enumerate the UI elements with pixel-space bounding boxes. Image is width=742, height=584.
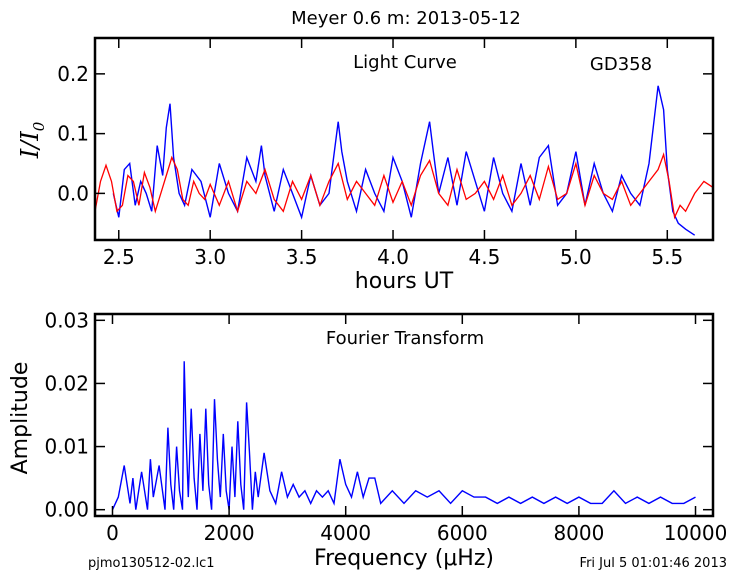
- light-curve-xtick-label: 3.0: [194, 245, 226, 269]
- fourier-xtick-label: 2000: [204, 521, 255, 545]
- fourier-ytick-label: 0.01: [44, 435, 89, 459]
- fourier-xtick-label: 6000: [437, 521, 488, 545]
- fourier-xlabel: Frequency (μHz): [314, 546, 494, 571]
- fourier-title: Fourier Transform: [326, 328, 484, 349]
- fourier-ticks: 0 2000 4000 6000 8000 10000 0.00 0.01 0.02 0.03: [44, 308, 727, 545]
- fourier-xtick-label: 8000: [553, 521, 604, 545]
- light-curve-plot-area: [95, 85, 713, 236]
- light-curve-ytick-label: 0.2: [57, 62, 89, 86]
- fourier-plot-area: [111, 361, 696, 510]
- light-curve-title: Light Curve: [353, 52, 457, 73]
- light-curve-xlabel: hours UT: [355, 269, 454, 294]
- fourier-panel: 0 2000 4000 6000 8000 10000 0.00 0.01 0.02 0.03 F…: [8, 308, 727, 571]
- fourier-frame: [93, 312, 715, 518]
- light-curve-xtick-label: 5.5: [651, 245, 683, 269]
- svg-text:I/I0: I/I0: [16, 121, 48, 159]
- light-curve-series-0: [112, 85, 696, 236]
- light-curve-xtick-label: 3.5: [286, 245, 318, 269]
- light-curve-xtick-label: 5.0: [560, 245, 592, 269]
- light-curve-xtick-label: 4.5: [469, 245, 501, 269]
- footer-timestamp: Fri Jul 5 01:01:46 2013: [580, 556, 727, 571]
- light-curve-panel: 2.5 3.0 3.5 4.0 4.5 5.0 5.5 0.0 0.1 0.2 Light Cur…: [16, 36, 715, 294]
- light-curve-frame: [93, 36, 715, 242]
- ylabel-subscript: 0: [30, 121, 48, 131]
- ylabel-main: I/I: [16, 131, 44, 160]
- fourier-ytick-label: 0.03: [44, 308, 89, 332]
- fourier-ytick-label: 0.00: [44, 498, 89, 522]
- light-curve-star-label: GD358: [590, 54, 652, 75]
- light-curve-ytick-label: 0.0: [57, 181, 89, 205]
- light-curve-series-1: [95, 152, 713, 220]
- fourier-ylabel: Amplitude: [8, 362, 33, 475]
- light-curve-ytick-label: 0.1: [57, 122, 89, 146]
- light-curve-ylabel: I/I0: [16, 121, 48, 159]
- light-curve-xtick-label: 2.5: [103, 245, 135, 269]
- light-curve-ticks: 2.5 3.0 3.5 4.0 4.5 5.0 5.5 0.0 0.1 0.2: [57, 38, 713, 269]
- footer-filename: pjmo130512-02.lc1: [88, 556, 215, 571]
- fourier-ytick-label: 0.02: [44, 371, 89, 395]
- figure-title: Meyer 0.6 m: 2013-05-12: [291, 8, 521, 29]
- fourier-xtick-label: 0: [106, 521, 119, 545]
- light-curve-xtick-label: 4.0: [377, 245, 409, 269]
- fourier-xtick-label: 10000: [664, 521, 728, 545]
- fourier-series-0: [111, 361, 696, 510]
- fourier-xtick-label: 4000: [320, 521, 371, 545]
